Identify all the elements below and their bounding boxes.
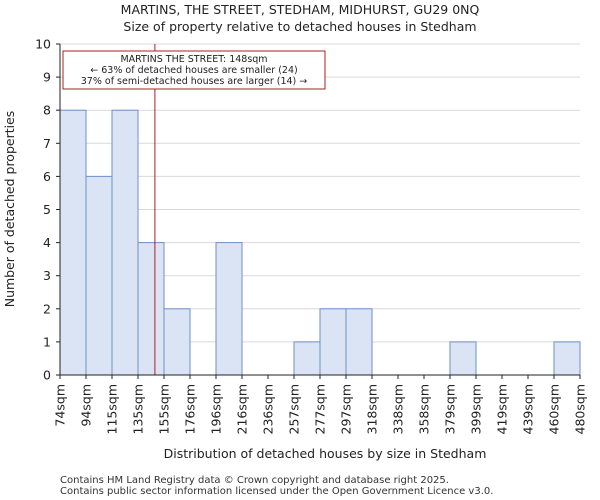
x-tick-label: 115sqm	[105, 384, 120, 434]
y-tick-label: 9	[43, 70, 51, 85]
annotation-frame	[62, 50, 326, 90]
x-axis-label: Distribution of detached houses by size …	[164, 446, 487, 461]
histogram-bar	[137, 242, 165, 376]
x-tick-label: 135sqm	[131, 384, 146, 434]
histogram-bar	[293, 341, 321, 376]
y-tick-label: 8	[43, 103, 51, 118]
x-tick-label: 94sqm	[79, 384, 94, 427]
y-tick-label: 10	[35, 37, 51, 52]
y-tick-labels: 0 1 2 3 4 5 6 7 8 9 10	[35, 37, 60, 383]
annotation-box: MARTINS THE STREET: 148sqm ← 63% of deta…	[62, 50, 326, 90]
x-tick-label: 439sqm	[521, 384, 536, 434]
annotation-line-2: ← 63% of detached houses are smaller (24…	[90, 65, 297, 76]
chart-subtitle: Size of property relative to detached ho…	[123, 19, 476, 34]
histogram-bar	[319, 308, 347, 376]
x-tick-labels: 74sqm 94sqm 115sqm 135sqm 155sqm 176sqm 196sqm…	[53, 375, 588, 434]
x-tick-label: 74sqm	[53, 384, 68, 427]
y-tick-label: 2	[43, 301, 51, 316]
x-tick-label: 257sqm	[287, 384, 302, 434]
histogram-bar	[85, 175, 113, 376]
y-tick-label: 1	[43, 334, 51, 349]
y-tick-label: 4	[43, 235, 51, 250]
x-tick-label: 419sqm	[495, 384, 510, 434]
histogram-bar	[215, 242, 243, 376]
chart-title: MARTINS, THE STREET, STEDHAM, MIDHURST, …	[121, 2, 480, 17]
y-tick-label: 0	[43, 368, 51, 383]
x-tick-label: 358sqm	[417, 384, 432, 434]
histogram-bar	[59, 109, 87, 376]
annotation-line-1: MARTINS THE STREET: 148sqm	[120, 54, 267, 65]
y-tick-label: 6	[43, 169, 51, 184]
annotation-line-3: 37% of semi-detached houses are larger (…	[81, 76, 308, 87]
x-tick-label: 277sqm	[313, 384, 328, 434]
footer-line-1: Contains HM Land Registry data © Crown c…	[60, 475, 449, 486]
y-axis-label: Number of detached properties	[2, 111, 17, 308]
x-tick-label: 480sqm	[573, 384, 588, 434]
y-tick-label: 3	[43, 268, 51, 283]
histogram-bar	[163, 308, 191, 376]
bars-layer	[59, 109, 581, 376]
x-tick-label: 236sqm	[261, 384, 276, 434]
x-tick-label: 196sqm	[209, 384, 224, 434]
x-tick-label: 338sqm	[391, 384, 406, 434]
histogram-bar	[111, 109, 139, 376]
footer-line-2: Contains public sector information licen…	[60, 486, 493, 497]
x-tick-label: 216sqm	[235, 384, 250, 434]
x-tick-label: 176sqm	[183, 384, 198, 434]
y-tick-label: 5	[43, 202, 51, 217]
x-tick-label: 460sqm	[547, 384, 562, 434]
histogram-bar	[449, 341, 477, 376]
histogram-bar	[553, 341, 581, 376]
x-tick-label: 155sqm	[157, 384, 172, 434]
histogram-bar	[345, 308, 373, 376]
x-tick-label: 379sqm	[443, 384, 458, 434]
x-tick-label: 318sqm	[365, 384, 380, 434]
x-tick-label: 297sqm	[339, 384, 354, 434]
y-tick-label: 7	[43, 136, 51, 151]
x-tick-label: 399sqm	[469, 384, 484, 434]
